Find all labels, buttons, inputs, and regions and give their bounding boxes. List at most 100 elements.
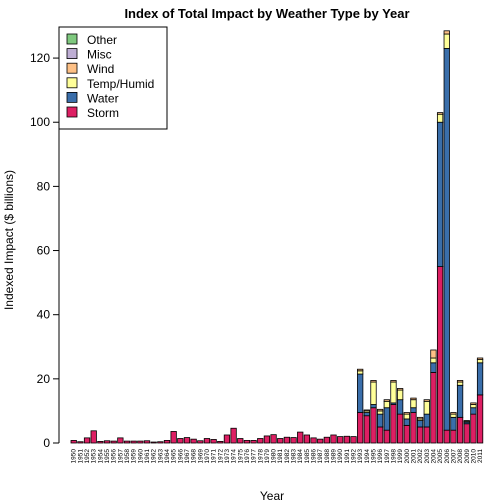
bar-segment-storm-1999 (396, 413, 404, 444)
bar-segment-storm-1996 (377, 426, 384, 444)
bar-segment-wind-2000 (403, 412, 410, 415)
x-tick-label: 1977 (251, 449, 258, 464)
x-tick-label: 1998 (390, 449, 397, 464)
bar-segment-storm-2001 (410, 412, 417, 444)
bar-segment-wind-2002 (416, 416, 424, 420)
bar-segment-water-2007 (450, 416, 457, 431)
x-tick-label: 1987 (317, 449, 324, 464)
x-tick-label: 2004 (430, 449, 437, 464)
x-tick-label: 1992 (351, 449, 358, 464)
y-tick-label: 120 (30, 51, 50, 65)
x-tick-label: 1959 (131, 449, 138, 464)
bar-segment-temp-humid-2004 (430, 357, 437, 364)
bar-segment-storm-1977 (250, 440, 257, 444)
legend-swatch-wind (66, 62, 78, 74)
bar-segment-temp-humid-2005 (436, 113, 444, 123)
bar-segment-storm-1983 (290, 437, 297, 444)
x-tick-label: 1969 (197, 449, 204, 464)
x-tick-label: 1985 (304, 449, 311, 464)
x-tick-label: 2005 (437, 449, 444, 464)
x-tick-label: 1963 (157, 449, 164, 464)
bar-segment-storm-2011 (476, 394, 484, 444)
bar-segment-storm-1991 (343, 435, 350, 444)
bar-segment-storm-1957 (117, 437, 124, 444)
bar-segment-storm-1974 (230, 427, 237, 444)
bar-segment-storm-1982 (283, 436, 291, 444)
bar-segment-wind-2011 (476, 357, 484, 361)
x-tick-label: 1952 (84, 449, 91, 464)
y-tick-label: 80 (37, 179, 51, 193)
y-tick-label: 20 (37, 372, 51, 386)
bar-segment-water-2006 (443, 48, 450, 431)
bar-segment-storm-1968 (190, 438, 197, 444)
bar-segment-temp-humid-2011 (476, 359, 484, 364)
bar-segment-storm-1973 (223, 434, 231, 444)
bar-segment-water-1996 (377, 413, 384, 428)
bar-segment-wind-1994 (363, 409, 370, 412)
bar-segment-wind-1996 (377, 408, 384, 412)
bar-segment-temp-humid-1995 (370, 381, 377, 405)
bar-segment-wind-2001 (410, 397, 417, 401)
x-tick-label: 2011 (477, 449, 484, 463)
bar-segment-storm-1961 (143, 440, 151, 444)
legend-label-other: Other (87, 33, 117, 47)
bar-segment-storm-1960 (137, 440, 144, 444)
x-tick-label: 1972 (217, 449, 224, 464)
x-tick-label: 1989 (331, 449, 338, 464)
bar-segment-storm-1970 (203, 438, 211, 444)
y-tick-label: 0 (43, 436, 50, 450)
bar-segment-storm-1990 (337, 436, 344, 444)
x-tick-label: 1999 (397, 449, 404, 464)
bar-segment-storm-1950 (70, 440, 77, 444)
bar-segment-storm-1965 (170, 431, 177, 444)
x-tick-label: 1984 (297, 449, 304, 464)
bar-segment-water-1993 (357, 373, 364, 413)
bar-segment-wind-2010 (470, 402, 477, 405)
bar-segment-temp-humid-1998 (390, 381, 397, 404)
x-tick-label: 2003 (424, 449, 431, 464)
bar-segment-wind-1993 (357, 368, 364, 372)
x-tick-label: 2006 (444, 449, 451, 464)
legend-swatch-other (66, 33, 78, 45)
bar-segment-storm-1952 (83, 437, 91, 444)
bar-segment-temp-humid-2000 (403, 413, 410, 420)
x-tick-label: 1968 (191, 449, 198, 464)
bar-segment-wind-2009 (463, 420, 470, 422)
bar-segment-wind-2003 (423, 399, 430, 402)
x-tick-label: 1982 (284, 449, 291, 464)
bar-segment-storm-1955 (103, 440, 111, 444)
chart-title: Index of Total Impact by Weather Type by… (124, 6, 409, 21)
bar-segment-wind-2007 (450, 412, 457, 415)
bar-segment-storm-2006 (443, 429, 450, 444)
legend-swatch-temp-humid (66, 77, 78, 89)
bar-segment-storm-1962 (150, 441, 157, 444)
legend-label-water: Water (87, 91, 119, 105)
bar-segment-storm-1964 (163, 440, 171, 444)
x-tick-label: 1995 (370, 449, 377, 464)
x-tick-label: 1996 (377, 449, 384, 464)
bar-segment-storm-1976 (243, 440, 251, 444)
x-tick-label: 1974 (231, 449, 238, 464)
x-tick-label: 1973 (224, 449, 231, 464)
bar-segment-storm-1986 (310, 437, 317, 444)
x-tick-label: 1997 (384, 449, 391, 464)
bar-segment-temp-humid-2001 (410, 399, 417, 409)
x-tick-label: 1990 (337, 449, 344, 464)
x-tick-label: 1979 (264, 449, 271, 464)
x-tick-label: 1954 (97, 449, 104, 464)
bar-segment-storm-1995 (370, 407, 377, 444)
bar-segment-wind-2006 (443, 30, 450, 35)
x-tick-label: 2002 (417, 449, 424, 464)
bar-segment-storm-1958 (123, 440, 131, 444)
x-tick-label: 1988 (324, 449, 331, 464)
bar-segment-storm-1981 (277, 438, 284, 444)
y-axis-label: Indexed Impact ($ billions) (2, 170, 16, 310)
bar-segment-storm-1998 (390, 404, 397, 444)
x-tick-label: 1994 (364, 449, 371, 464)
bar-segment-storm-2007 (450, 429, 457, 444)
x-tick-label: 1950 (71, 449, 78, 464)
x-tick-label: 1957 (117, 449, 124, 464)
legend-label-misc: Misc (87, 48, 112, 62)
bar-segment-storm-1954 (97, 440, 104, 444)
x-tick-label: 1966 (177, 449, 184, 464)
